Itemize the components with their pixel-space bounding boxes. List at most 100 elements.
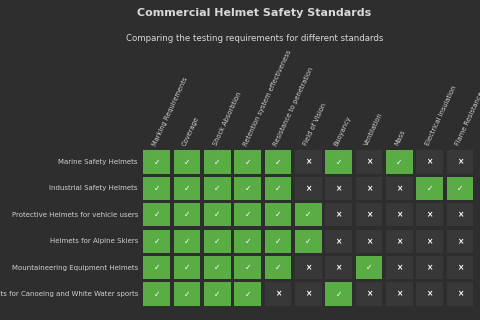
- FancyBboxPatch shape: [386, 229, 413, 253]
- Text: Commercial Helmet Safety Standards: Commercial Helmet Safety Standards: [137, 8, 372, 18]
- FancyBboxPatch shape: [295, 177, 322, 200]
- Text: ×: ×: [305, 184, 312, 193]
- Text: ×: ×: [366, 237, 372, 246]
- FancyBboxPatch shape: [204, 256, 231, 279]
- FancyBboxPatch shape: [295, 203, 322, 227]
- Text: ✓: ✓: [214, 290, 221, 299]
- Text: ✓: ✓: [396, 157, 403, 166]
- Text: ✓: ✓: [457, 184, 463, 193]
- FancyBboxPatch shape: [295, 282, 322, 306]
- Text: ✓: ✓: [244, 184, 251, 193]
- FancyBboxPatch shape: [234, 282, 261, 306]
- Text: ✓: ✓: [275, 210, 281, 219]
- FancyBboxPatch shape: [416, 229, 443, 253]
- FancyBboxPatch shape: [325, 229, 352, 253]
- Text: ×: ×: [457, 210, 463, 219]
- FancyBboxPatch shape: [416, 150, 443, 174]
- FancyBboxPatch shape: [386, 203, 413, 227]
- FancyBboxPatch shape: [174, 177, 201, 200]
- Text: ×: ×: [457, 157, 463, 166]
- Text: ×: ×: [457, 237, 463, 246]
- FancyBboxPatch shape: [234, 256, 261, 279]
- FancyBboxPatch shape: [265, 256, 291, 279]
- FancyBboxPatch shape: [325, 150, 352, 174]
- FancyBboxPatch shape: [447, 177, 473, 200]
- Text: ✓: ✓: [244, 290, 251, 299]
- Text: ✓: ✓: [275, 157, 281, 166]
- FancyBboxPatch shape: [356, 177, 383, 200]
- Text: ✓: ✓: [214, 157, 221, 166]
- Text: Ventilation: Ventilation: [364, 112, 384, 147]
- Text: ✓: ✓: [154, 184, 160, 193]
- Text: Coverage: Coverage: [181, 115, 201, 147]
- FancyBboxPatch shape: [265, 177, 291, 200]
- Text: ×: ×: [457, 290, 463, 299]
- Text: ×: ×: [336, 184, 342, 193]
- FancyBboxPatch shape: [174, 282, 201, 306]
- Text: ×: ×: [366, 157, 372, 166]
- Text: ✓: ✓: [336, 157, 342, 166]
- FancyBboxPatch shape: [265, 203, 291, 227]
- FancyBboxPatch shape: [174, 229, 201, 253]
- Text: ×: ×: [366, 210, 372, 219]
- Text: Helmets for Alpine Skiers: Helmets for Alpine Skiers: [49, 238, 138, 244]
- Text: Marking Requirements: Marking Requirements: [151, 76, 189, 147]
- Text: ×: ×: [457, 263, 463, 272]
- Text: Mass: Mass: [394, 129, 407, 147]
- Text: ×: ×: [396, 184, 403, 193]
- Text: ✓: ✓: [154, 157, 160, 166]
- Text: ✓: ✓: [214, 237, 221, 246]
- FancyBboxPatch shape: [144, 282, 170, 306]
- Text: ✓: ✓: [275, 184, 281, 193]
- FancyBboxPatch shape: [416, 203, 443, 227]
- Text: ✓: ✓: [305, 210, 312, 219]
- FancyBboxPatch shape: [447, 229, 473, 253]
- FancyBboxPatch shape: [416, 177, 443, 200]
- FancyBboxPatch shape: [265, 282, 291, 306]
- FancyBboxPatch shape: [234, 150, 261, 174]
- FancyBboxPatch shape: [325, 282, 352, 306]
- Text: ✓: ✓: [336, 290, 342, 299]
- FancyBboxPatch shape: [144, 256, 170, 279]
- Text: ✓: ✓: [275, 237, 281, 246]
- Text: ✓: ✓: [184, 290, 190, 299]
- Text: ×: ×: [336, 237, 342, 246]
- FancyBboxPatch shape: [144, 177, 170, 200]
- Text: ✓: ✓: [366, 263, 372, 272]
- FancyBboxPatch shape: [174, 150, 201, 174]
- Text: ✓: ✓: [214, 263, 221, 272]
- FancyBboxPatch shape: [356, 229, 383, 253]
- Text: ×: ×: [427, 237, 433, 246]
- FancyBboxPatch shape: [204, 229, 231, 253]
- Text: ✓: ✓: [184, 184, 190, 193]
- FancyBboxPatch shape: [447, 203, 473, 227]
- Text: ×: ×: [427, 210, 433, 219]
- FancyBboxPatch shape: [386, 256, 413, 279]
- FancyBboxPatch shape: [174, 256, 201, 279]
- FancyBboxPatch shape: [204, 150, 231, 174]
- Text: Helmets for Canoeing and White Water sports: Helmets for Canoeing and White Water spo…: [0, 291, 138, 297]
- Text: ✓: ✓: [305, 237, 312, 246]
- FancyBboxPatch shape: [174, 203, 201, 227]
- Text: ✓: ✓: [184, 157, 190, 166]
- Text: ✓: ✓: [184, 237, 190, 246]
- FancyBboxPatch shape: [325, 256, 352, 279]
- FancyBboxPatch shape: [204, 177, 231, 200]
- Text: Resistance to penetration: Resistance to penetration: [273, 66, 314, 147]
- Text: Flame Resistance: Flame Resistance: [455, 91, 480, 147]
- Text: ×: ×: [396, 210, 403, 219]
- FancyBboxPatch shape: [204, 282, 231, 306]
- Text: Protective Helmets for vehicle users: Protective Helmets for vehicle users: [12, 212, 138, 218]
- FancyBboxPatch shape: [386, 282, 413, 306]
- FancyBboxPatch shape: [234, 229, 261, 253]
- FancyBboxPatch shape: [386, 150, 413, 174]
- FancyBboxPatch shape: [295, 256, 322, 279]
- Text: ×: ×: [336, 263, 342, 272]
- Text: ✓: ✓: [214, 210, 221, 219]
- Text: ✓: ✓: [154, 263, 160, 272]
- Text: ×: ×: [305, 290, 312, 299]
- Text: ×: ×: [396, 237, 403, 246]
- Text: ✓: ✓: [214, 184, 221, 193]
- FancyBboxPatch shape: [416, 282, 443, 306]
- FancyBboxPatch shape: [356, 256, 383, 279]
